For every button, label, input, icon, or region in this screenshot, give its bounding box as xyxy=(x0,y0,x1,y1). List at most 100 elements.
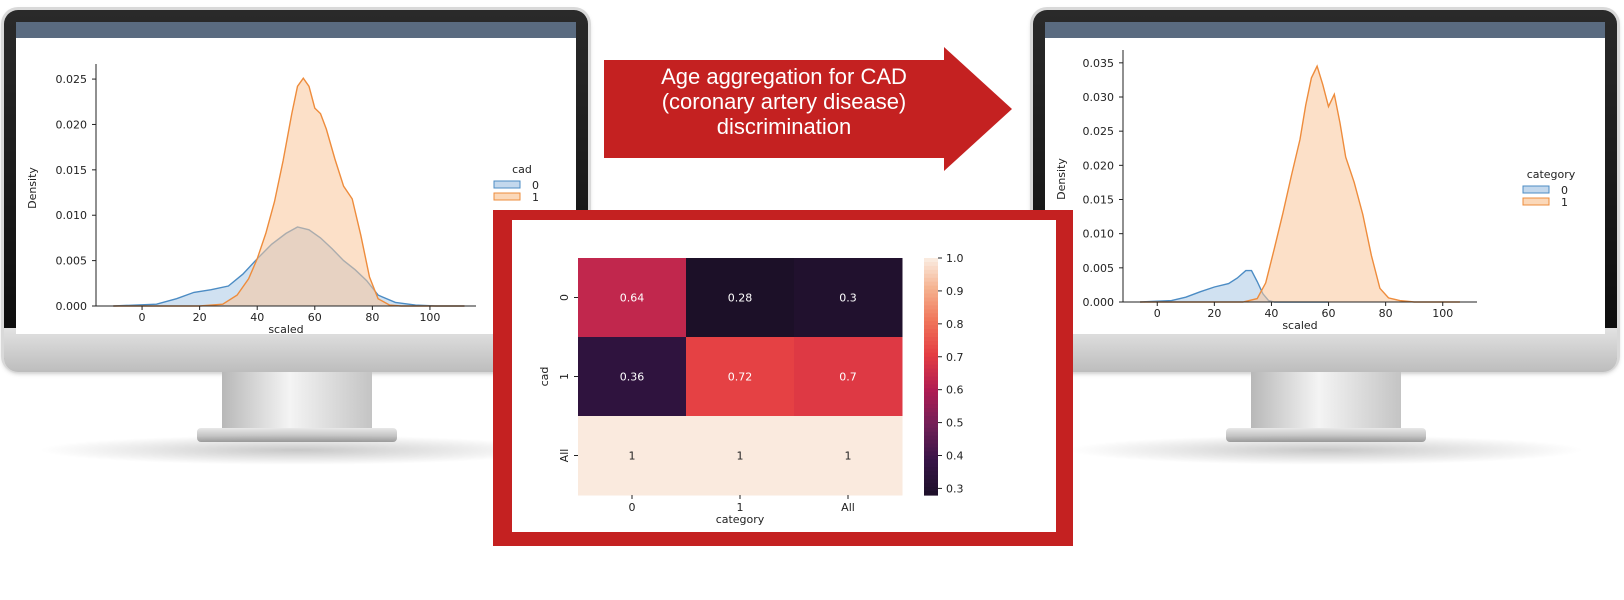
colorbar-segment xyxy=(924,277,938,283)
banner-arrow xyxy=(604,47,1012,171)
heatmap-cell-value: 0.36 xyxy=(620,371,645,384)
y-tick-label: 0.000 xyxy=(56,300,88,313)
colorbar-segment xyxy=(924,317,938,322)
left-monitor-foot xyxy=(197,428,397,442)
colorbar-segment xyxy=(924,459,938,464)
colorbar-segment xyxy=(924,376,938,382)
x-tick-label: 80 xyxy=(365,311,379,324)
colorbar-segment xyxy=(924,431,938,437)
heatmap-cell xyxy=(578,258,687,338)
colorbar-tick-label: 0.5 xyxy=(946,417,964,430)
colorbar-segment xyxy=(924,404,938,409)
colorbar-segment xyxy=(924,269,938,275)
colorbar-segment xyxy=(924,471,938,476)
colorbar-segment xyxy=(924,396,938,401)
heatmap-cell xyxy=(686,258,795,338)
colorbar-segment xyxy=(924,423,938,429)
heatmap-cell xyxy=(578,416,687,496)
right-monitor-shadow xyxy=(1066,435,1586,465)
colorbar-segment xyxy=(924,467,938,472)
colorbar-segment xyxy=(924,293,938,299)
y-tick-label: 0.020 xyxy=(56,118,88,131)
heatmap-cell xyxy=(794,258,903,338)
colorbar-segment xyxy=(924,261,938,267)
heatmap-chart: 0.64 0.28 0.3 0.36 0.72 0.7 1 1 1 0 1 All 0 1 All categ… xyxy=(538,252,964,526)
colorbar-segment xyxy=(924,372,938,378)
colorbar-segment xyxy=(924,451,938,457)
heatmap-cell-value: 1 xyxy=(737,450,744,463)
colorbar-segment xyxy=(924,289,938,295)
kde-chart-cad: 0.000 0.005 0.010 0.015 0.020 0.025 0 20 40 60 80 1… xyxy=(26,64,539,334)
colorbar-segment xyxy=(924,483,938,488)
y-tick-label: 1 xyxy=(558,373,571,380)
right-monitor-foot xyxy=(1226,428,1426,442)
x-tick-label: 100 xyxy=(419,311,440,324)
heatmap-cell-value: 1 xyxy=(845,450,852,463)
right-monitor-screen: 0.000 0.005 0.010 0.015 0.020 0.025 0.030 0.035… xyxy=(1045,22,1605,334)
kde-area-series-1 xyxy=(1140,66,1460,302)
kde-area-series-0 xyxy=(1140,270,1329,302)
y-tick-label: 0.010 xyxy=(56,209,88,222)
kde-line-series-1 xyxy=(1140,64,1460,303)
colorbar-tick-label: 0.4 xyxy=(946,450,964,463)
colorbar-segment xyxy=(924,439,938,445)
colorbar-segment xyxy=(924,348,938,354)
x-tick-label: 0 xyxy=(629,501,636,514)
x-tick-label: 20 xyxy=(1207,307,1221,320)
legend-title: cad xyxy=(512,163,532,176)
left-monitor-neck xyxy=(222,372,372,432)
x-tick-label: 20 xyxy=(193,311,207,324)
heatmap-cell-value: 1 xyxy=(629,450,636,463)
colorbar-segment xyxy=(924,344,938,350)
legend-label-0: 0 xyxy=(532,179,539,192)
left-monitor-chin xyxy=(4,328,588,372)
y-axis-label: cad xyxy=(538,367,551,387)
right-monitor-neck xyxy=(1251,372,1401,432)
y-tick-label: 0.035 xyxy=(1083,57,1115,70)
left-monitor-screen: 0.000 0.005 0.010 0.015 0.020 0.025 0 20 40 60 80 1… xyxy=(16,22,576,334)
colorbar-segment xyxy=(924,443,938,449)
x-tick-label: 0 xyxy=(139,311,146,324)
colorbar-segment xyxy=(924,392,938,397)
colorbar-segment xyxy=(924,285,938,291)
colorbar-segment xyxy=(924,337,938,342)
colorbar-segment xyxy=(924,333,938,338)
heatmap-cell xyxy=(794,337,903,417)
kde-chart-category: 0.000 0.005 0.010 0.015 0.020 0.025 0.030 0.035… xyxy=(1055,50,1576,332)
y-tick-label: 0.025 xyxy=(1083,125,1115,138)
heatmap-cell-value: 0.28 xyxy=(728,292,753,305)
heatmap-cell-value: 0.3 xyxy=(839,292,857,305)
x-tick-label: 80 xyxy=(1379,307,1393,320)
legend-label-1: 1 xyxy=(532,191,539,204)
x-axis-label: category xyxy=(716,513,765,526)
legend-swatch-1 xyxy=(493,192,521,201)
colorbar-segment xyxy=(924,329,938,334)
banner-line-3: discrimination xyxy=(716,114,852,139)
banner-text: Age aggregation for CAD (coronary artery… xyxy=(604,64,964,139)
legend-swatch-0 xyxy=(493,180,521,189)
legend-label-1: 1 xyxy=(1561,196,1568,209)
colorbar-segment xyxy=(924,368,938,374)
y-tick-label: 0.030 xyxy=(1083,91,1115,104)
banner-line-1: Age aggregation for CAD xyxy=(661,64,907,89)
colorbar-segment xyxy=(924,384,938,389)
y-tick-label: All xyxy=(558,449,571,463)
x-tick-label: All xyxy=(841,501,855,514)
y-tick-label: 0.010 xyxy=(1083,228,1115,241)
right-screen-title-bar xyxy=(1045,22,1605,38)
y-tick-label: 0.025 xyxy=(56,73,88,86)
colorbar-tick-label: 0.6 xyxy=(946,384,964,397)
y-tick-label: 0 xyxy=(558,294,571,301)
heatmap-cell-value: 0.72 xyxy=(728,371,753,384)
legend-label-0: 0 xyxy=(1561,184,1568,197)
colorbar-segment xyxy=(924,491,938,496)
colorbar-segment xyxy=(924,356,938,362)
colorbar-segment xyxy=(924,301,938,306)
colorbar-segment xyxy=(924,388,938,393)
x-tick-label: 60 xyxy=(1322,307,1336,320)
colorbar-segment xyxy=(924,416,938,421)
colorbar-tick-label: 0.9 xyxy=(946,285,964,298)
colorbar-segment xyxy=(924,427,938,433)
y-tick-label: 0.005 xyxy=(1083,262,1115,275)
heatmap-cell xyxy=(686,337,795,417)
